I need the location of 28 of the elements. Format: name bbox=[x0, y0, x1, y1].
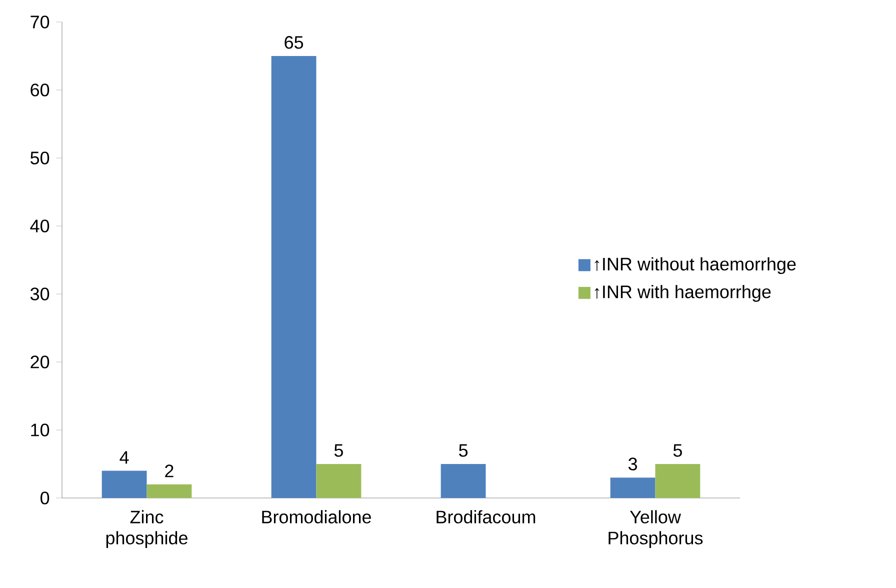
data-label: 65 bbox=[284, 36, 304, 49]
y-tick-label: 70 bbox=[30, 16, 50, 28]
x-tick-label: Yellow Phosphorus bbox=[608, 510, 703, 548]
legend-label: ↑INR with haemorrhge bbox=[594, 285, 771, 302]
y-tick-label: 20 bbox=[30, 356, 50, 368]
y-tick-label: 60 bbox=[30, 84, 50, 96]
x-tick-label: Bromodialone bbox=[262, 510, 371, 524]
bar bbox=[271, 56, 316, 498]
data-label: 5 bbox=[334, 444, 343, 457]
data-label: 4 bbox=[120, 451, 129, 464]
bar bbox=[655, 464, 700, 498]
bar bbox=[146, 484, 192, 498]
data-label: 5 bbox=[673, 444, 682, 457]
x-tick-label: Brodifacoum bbox=[436, 510, 536, 524]
y-tick-label: 30 bbox=[30, 288, 50, 300]
y-tick-label: 0 bbox=[40, 492, 50, 504]
data-label: 2 bbox=[165, 464, 174, 478]
y-tick-label: 50 bbox=[30, 152, 50, 164]
y-tick-label: 10 bbox=[31, 424, 50, 436]
legend-label: ↑INR without haemorrhge bbox=[594, 257, 796, 274]
y-tick-label: 40 bbox=[30, 220, 50, 232]
bar bbox=[102, 470, 147, 498]
data-label: 5 bbox=[459, 444, 468, 457]
bar bbox=[610, 478, 656, 498]
bar bbox=[440, 464, 486, 498]
bar bbox=[316, 464, 362, 498]
x-tick-label: Zinc phosphide bbox=[106, 510, 188, 548]
data-label: 3 bbox=[628, 458, 638, 470]
